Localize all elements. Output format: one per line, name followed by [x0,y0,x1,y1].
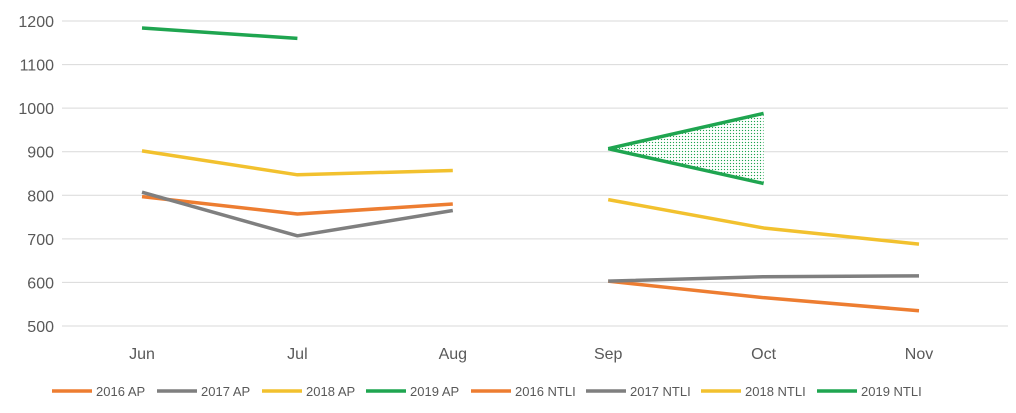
series-line-2018-ntli [607,197,920,246]
series-line-2019-ntli [607,111,764,151]
legend-label: 2016 NTLI [515,384,576,399]
legend-item-2019-ntli[interactable]: 2019 NTLI [817,384,922,399]
legend-label: 2018 NTLI [745,384,806,399]
y-axis-ticks: 500 600 700 800 900 1000 1100 1200 [18,14,54,336]
x-tick-label: Aug [439,346,467,363]
legend-item-2018-ap[interactable]: 2018 AP [262,384,355,399]
legend-label: 2017 AP [201,384,250,399]
gridlines [62,20,1008,327]
legend-item-2017-ap[interactable]: 2017 AP [157,384,250,399]
y-tick-label: 1000 [18,101,54,118]
dotted-triangle-area [608,113,764,184]
legend-item-2016-ntli[interactable]: 2016 NTLI [471,384,576,399]
legend-label: 2019 NTLI [861,384,922,399]
legend-item-2019-ap[interactable]: 2019 AP [366,384,459,399]
y-tick-label: 1100 [20,58,55,75]
x-tick-label: Nov [905,346,933,363]
legend-item-2017-ntli[interactable]: 2017 NTLI [586,384,691,399]
y-tick-label: 600 [27,275,54,292]
series-line-2016-ntli [608,279,920,313]
legend-label: 2016 AP [96,384,145,399]
x-tick-label: Sep [594,346,623,363]
x-tick-label: Oct [751,346,776,363]
series-line-2016-ap [141,194,453,216]
annotations [607,113,764,186]
y-tick-label: 900 [27,145,54,162]
legend-label: 2018 AP [306,384,355,399]
y-tick-label: 700 [27,232,54,249]
legend: 2016 AP 2017 AP 2018 AP 2019 AP 2016 NTLI 201… [52,384,922,399]
legend-item-2018-ntli[interactable]: 2018 NTLI [701,384,806,399]
legend-label: 2017 NTLI [630,384,691,399]
x-axis-ticks: Jun Jul Aug Sep Oct Nov [129,346,933,363]
triangle-lower-edge [607,146,764,186]
x-tick-label: Jun [129,346,155,363]
legend-item-2016-ap[interactable]: 2016 AP [52,384,145,399]
series-line-2017-ap [141,190,454,238]
y-tick-label: 1200 [18,14,54,31]
series-line-2017-ntli [608,274,920,283]
y-tick-label: 500 [27,319,54,336]
series-line-2018-ap [141,149,453,177]
series-lines [141,26,920,313]
legend-label: 2019 AP [410,384,459,399]
series-line-2019-ap [141,26,298,41]
x-tick-label: Jul [287,346,307,363]
y-tick-label: 800 [27,188,54,205]
